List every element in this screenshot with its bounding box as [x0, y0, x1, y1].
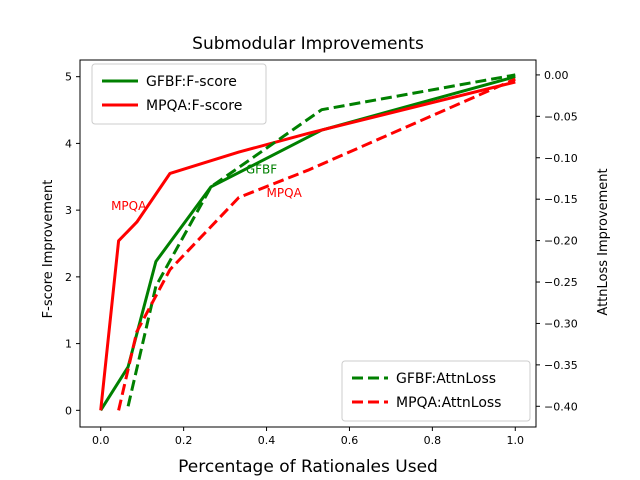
right-y-tick-label: −0.25 [544, 276, 578, 289]
series-line-gfbf-attnloss [126, 73, 516, 407]
x-tick-label: 0.8 [424, 434, 442, 447]
plot-area [99, 73, 516, 412]
right-y-axis-label: AttnLoss Improvement [596, 168, 611, 315]
x-tick-label: 1.0 [507, 434, 525, 447]
right-y-tick-label: −0.15 [544, 193, 578, 206]
left-y-tick-label: 5 [65, 71, 72, 84]
annotation-label: MPQA [267, 186, 303, 200]
axes-frame [79, 59, 537, 428]
legends: GFBF:F-score MPQA:F-score GFBF:AttnLoss MPQ… [91, 63, 531, 422]
right-y-tick-label: −0.35 [544, 359, 578, 372]
legend-label: GFBF:AttnLoss [396, 371, 496, 387]
right-y-tick-label: −0.40 [544, 400, 578, 413]
right-y-axis: 0.00 −0.05 −0.10 −0.15 −0.20 −0.25 −0.30 −0.35 −… [536, 69, 578, 413]
legend-bottom-right: GFBF:AttnLoss MPQA:AttnLoss [341, 360, 531, 422]
left-y-axis-label: F-score Improvement [41, 180, 56, 319]
x-tick-label: 0.4 [258, 434, 276, 447]
right-y-tick-label: −0.10 [544, 152, 578, 165]
right-y-tick-label: −0.20 [544, 235, 578, 248]
left-y-tick-label: 1 [65, 338, 72, 351]
x-tick-label: 0.2 [175, 434, 193, 447]
x-tick-label: 0.0 [92, 434, 110, 447]
left-y-tick-label: 3 [65, 204, 72, 217]
x-axis-label: Percentage of Rationales Used [178, 457, 438, 477]
annotation-label: GFBF [246, 162, 277, 176]
legend-top-left: GFBF:F-score MPQA:F-score [91, 63, 267, 125]
left-y-tick-label: 2 [65, 271, 72, 284]
legend-label: MPQA:AttnLoss [396, 395, 501, 411]
x-axis: 0.0 0.2 0.4 0.6 0.8 1.0 [92, 427, 524, 447]
x-tick-label: 0.6 [341, 434, 359, 447]
right-y-tick-label: 0.00 [544, 69, 569, 82]
legend-label: MPQA:F-score [146, 98, 242, 114]
right-y-tick-label: −0.05 [544, 110, 578, 123]
legend-box [91, 63, 267, 125]
legend-box [341, 360, 531, 422]
left-y-tick-label: 0 [65, 404, 72, 417]
series-line-mpqa-attnloss [117, 77, 516, 411]
legend-label: GFBF:F-score [146, 74, 237, 90]
annotation-label: MPQA [111, 199, 147, 213]
right-y-tick-label: −0.30 [544, 317, 578, 330]
series-line-mpqa-f-score [99, 80, 516, 411]
left-y-axis: 0 1 2 3 4 5 [65, 71, 80, 417]
annotations: MPQA GFBF MPQA [111, 162, 302, 213]
chart-title: Submodular Improvements [192, 34, 424, 54]
left-y-tick-label: 4 [65, 137, 72, 150]
